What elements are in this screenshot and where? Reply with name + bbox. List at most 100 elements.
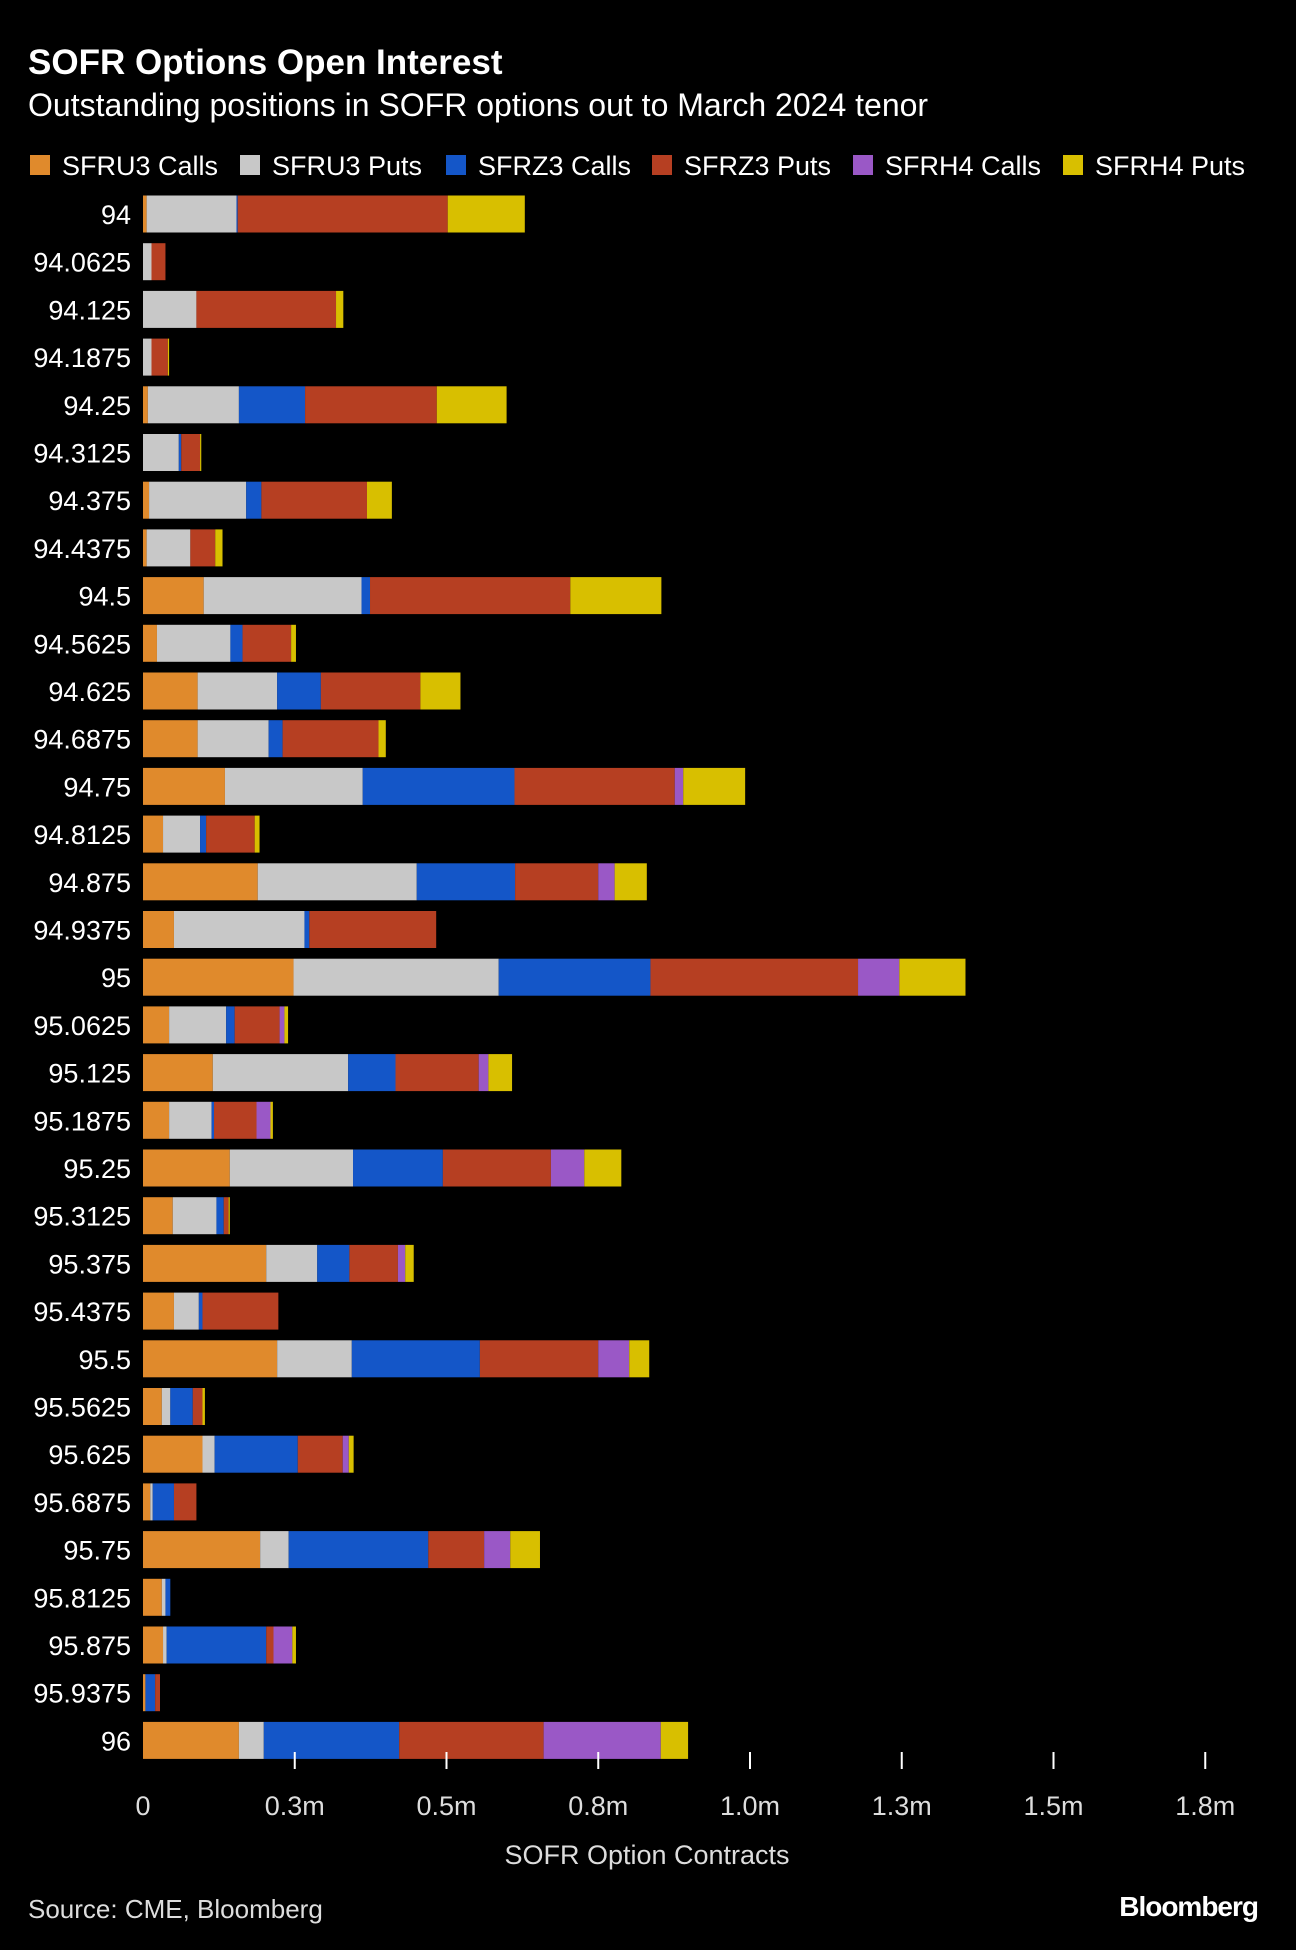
bar-row (143, 481, 392, 519)
bar-segment (362, 767, 515, 805)
bar-row (143, 529, 223, 567)
bar-segment (436, 386, 507, 424)
bar-segment (196, 290, 337, 328)
bar-segment (143, 1149, 230, 1187)
legend-swatch (446, 155, 466, 175)
bar-segment (515, 863, 599, 901)
bar-row (143, 1388, 205, 1425)
bar-segment (172, 1197, 217, 1235)
bar-segment (181, 434, 201, 471)
bar-segment (237, 195, 448, 233)
bar-segment (293, 958, 499, 996)
bar-segment (143, 1626, 164, 1664)
bar-segment (442, 1149, 551, 1187)
bar-segment (395, 1054, 479, 1092)
bar-segment (143, 434, 179, 471)
bar-row (143, 863, 647, 901)
bar-row (143, 1292, 279, 1330)
bar-segment (143, 1054, 213, 1092)
y-tick-label: 94.5625 (33, 629, 131, 659)
bar-segment (143, 243, 152, 281)
bar-segment (238, 386, 306, 424)
bar-segment (378, 720, 386, 758)
bar-segment (674, 767, 684, 805)
bar-segment (399, 1721, 544, 1759)
bars (143, 195, 966, 1759)
bar-segment (266, 1244, 318, 1282)
bar-row (143, 1244, 414, 1282)
bar-segment (143, 338, 152, 376)
x-tick-label: 0 (135, 1791, 150, 1821)
bar-row (143, 911, 437, 948)
bar-segment (200, 815, 207, 853)
bar-segment (292, 1626, 296, 1664)
bar-segment (246, 481, 262, 519)
bar-segment (169, 1101, 212, 1139)
bar-segment (146, 529, 191, 567)
bar-segment (173, 911, 305, 948)
bar-segment (304, 911, 310, 948)
bar-segment (282, 720, 379, 758)
bar-segment (273, 1626, 293, 1664)
y-tick-label: 94.0625 (33, 248, 131, 278)
legend-item: SFRH4 Puts (1063, 151, 1245, 181)
bar-segment (405, 1244, 414, 1282)
bar-segment (270, 1101, 273, 1139)
y-tick-label: 95.8125 (33, 1583, 131, 1613)
bar-segment (336, 290, 344, 328)
bar-segment (261, 481, 367, 519)
bar-segment (143, 577, 204, 615)
legend-swatch (853, 155, 873, 175)
bar-segment (397, 1244, 406, 1282)
bar-segment (173, 1483, 197, 1521)
bar-segment (498, 958, 651, 996)
bar-segment (214, 1435, 298, 1473)
bar-segment (257, 863, 417, 901)
legend-label: SFRH4 Calls (885, 151, 1041, 181)
y-tick-label: 94.125 (48, 295, 131, 325)
bar-row (143, 1531, 540, 1569)
bar-segment (242, 624, 292, 662)
y-tick-label: 95.875 (48, 1631, 131, 1661)
x-axis-title: SOFR Option Contracts (504, 1840, 789, 1870)
y-tick-label: 94.3125 (33, 439, 131, 469)
bar-segment (200, 434, 202, 471)
y-tick-label: 94.6875 (33, 725, 131, 755)
bar-segment (143, 1435, 203, 1473)
bar-segment (223, 1197, 229, 1235)
y-tick-label: 94.75 (63, 772, 131, 802)
legend-label: SFRZ3 Calls (478, 151, 631, 181)
bar-segment (143, 1578, 162, 1616)
bar-row (143, 1721, 689, 1759)
bar-segment (143, 195, 147, 233)
bar-segment (143, 958, 294, 996)
bar-segment (143, 815, 164, 853)
legend-swatch (240, 155, 260, 175)
bar-segment (192, 1388, 203, 1425)
bar-row (143, 624, 296, 662)
bar-segment (173, 1292, 199, 1330)
x-tick-label: 0.3m (265, 1791, 325, 1821)
legend-label: SFRH4 Puts (1095, 151, 1245, 181)
bar-row (143, 195, 525, 233)
x-tick-label: 1.5m (1023, 1791, 1083, 1821)
bar-segment (166, 1626, 267, 1664)
bar-segment (143, 1721, 239, 1759)
bar-segment (215, 529, 223, 567)
bar-segment (170, 1388, 193, 1425)
y-tick-label: 94.25 (63, 391, 131, 421)
bar-row (143, 1674, 160, 1712)
bar-segment (297, 1435, 343, 1473)
bar-segment (151, 243, 166, 281)
legend-label: SFRU3 Calls (62, 151, 218, 181)
bar-segment (143, 1006, 170, 1044)
bar-segment (202, 1292, 279, 1330)
bar-segment (514, 767, 675, 805)
chart-title: SOFR Options Open Interest (28, 43, 503, 82)
bar-row (143, 1483, 197, 1521)
legend-item: SFRU3 Calls (30, 151, 218, 181)
bar-row (143, 243, 166, 281)
bar-segment (488, 1054, 513, 1092)
bar-row (143, 1006, 289, 1044)
